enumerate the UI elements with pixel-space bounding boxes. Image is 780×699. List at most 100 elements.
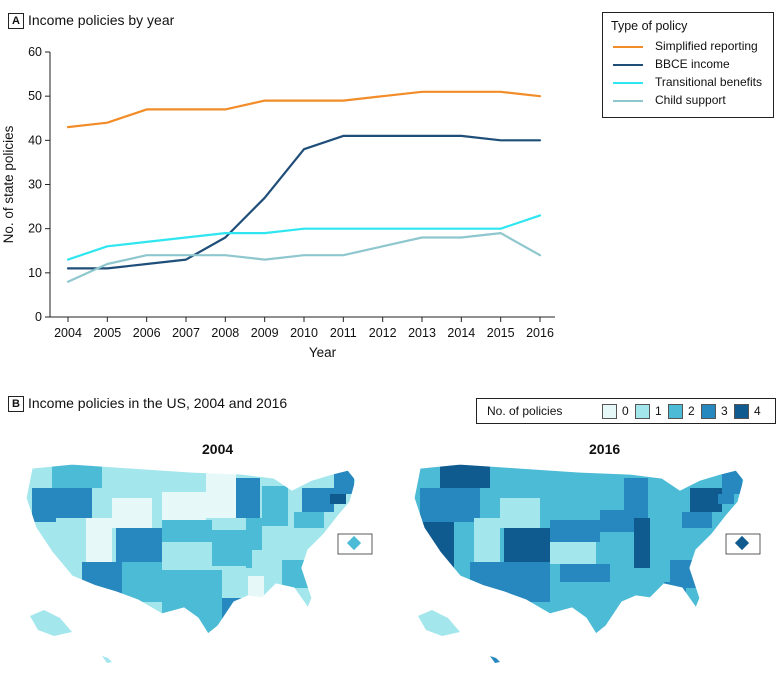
legend-swatch [613, 64, 643, 66]
y-tick-label: 20 [28, 222, 42, 236]
x-tick-label: 2008 [211, 326, 239, 340]
map-region-california [414, 522, 454, 602]
y-tick-label: 40 [28, 133, 42, 147]
legend-swatch [613, 82, 643, 84]
y-tick-label: 50 [28, 89, 42, 103]
y-tick-label: 30 [28, 178, 42, 192]
map-region-washington [440, 464, 490, 488]
map-region-arizona [82, 562, 122, 602]
legend-title: Type of policy [611, 19, 688, 33]
map-2004-regions [26, 464, 356, 634]
x-tick-label: 2016 [526, 326, 554, 340]
map-region-oklahoma [560, 564, 610, 582]
map-region-maine [334, 464, 354, 494]
x-tick-label: 2011 [330, 326, 357, 340]
map-region-missouri [212, 530, 246, 566]
map-region-illinois [634, 518, 650, 568]
map-2004 [25, 463, 373, 663]
legend-swatch [613, 46, 643, 48]
map-legend-value: 1 [655, 404, 662, 418]
map-region-pennsylvania [294, 512, 324, 528]
x-tick-label: 2007 [172, 326, 200, 340]
x-tick-label: 2004 [54, 326, 82, 340]
map-region-pennsylvania [682, 512, 712, 528]
map-2016-alaska [418, 610, 460, 636]
x-tick-label: 2006 [133, 326, 161, 340]
x-tick-label: 2013 [408, 326, 436, 340]
x-tick-label: 2015 [487, 326, 515, 340]
map-region-utah [86, 518, 112, 562]
y-tick-label: 60 [28, 45, 42, 59]
map-region-carolinas [282, 560, 322, 588]
panel-a-title: Income policies by year [28, 12, 175, 28]
panel-b-letter: B [8, 396, 24, 412]
map-legend-title: No. of policies [487, 404, 563, 418]
map-region-wyoming [500, 498, 540, 528]
map-legend-value: 3 [721, 404, 728, 418]
map-legend-swatch [635, 404, 650, 419]
legend-label: Child support [655, 93, 726, 107]
legend-swatch [613, 100, 643, 102]
map-region-wisconsin [236, 478, 260, 518]
map-2016-title: 2016 [589, 441, 621, 457]
map-region-minnesota [206, 468, 236, 518]
panel-a-letter: A [8, 13, 24, 29]
map-region-colorado [504, 528, 550, 562]
map-region-carolinas [670, 560, 710, 588]
map-region-new-mexico [510, 562, 550, 602]
map-2004-hawaii [102, 656, 112, 663]
map-legend-swatch [602, 404, 617, 419]
map-2016 [413, 463, 761, 663]
map-region-massachusetts [718, 494, 734, 504]
legend-label: BBCE income [655, 57, 730, 71]
map-2016-regions [414, 464, 744, 634]
map-legend-swatch [734, 404, 749, 419]
series-line-simplified-reporting [66, 90, 542, 129]
x-tick-label: 2014 [447, 326, 475, 340]
map-region-louisiana [222, 598, 248, 628]
map-region-nebraska [162, 520, 212, 542]
y-axis-label: No. of state policies [1, 125, 16, 243]
series-line-transitional-benefits [66, 214, 542, 261]
map-legend-value: 4 [754, 404, 761, 418]
map-2004-dc [346, 535, 362, 551]
map-region-south-dakota [162, 492, 206, 520]
map-region-nebraska [550, 520, 600, 542]
us-maps [25, 463, 761, 663]
x-tick-label: 2010 [290, 326, 318, 340]
map-region-kansas [550, 542, 596, 564]
map-region-utah [474, 518, 500, 562]
y-tick-label: 10 [28, 266, 42, 280]
line-chart: 0 10 20 30 40 50 60 2004 2005 2006 2007 2008 2009 201… [1, 45, 555, 360]
map-legend: No. of policies 0 1 2 3 4 [476, 398, 776, 424]
panel-b-title: Income policies in the US, 2004 and 2016 [28, 395, 288, 411]
chart-legend: Type of policy Simplified reporting BBCE… [602, 12, 774, 118]
map-legend-value: 0 [622, 404, 629, 418]
map-region-massachusetts [330, 494, 346, 504]
legend-label: Simplified reporting [655, 39, 758, 53]
y-tick-label: 0 [35, 310, 42, 324]
map-region-oregon [420, 488, 480, 522]
map-2016-hawaii [490, 656, 500, 663]
map-legend-swatch [701, 404, 716, 419]
map-region-wyoming [112, 498, 152, 528]
series-line-bbce-income [66, 134, 542, 270]
x-tick-label: 2009 [251, 326, 279, 340]
map-region-wisconsin [624, 478, 648, 518]
map-region-nevada [56, 518, 86, 568]
map-2004-title: 2004 [202, 441, 234, 457]
map-region-new-york [690, 488, 722, 512]
map-2016-dc [734, 535, 750, 551]
legend-label: Transitional benefits [655, 75, 762, 89]
map-legend-value: 2 [688, 404, 695, 418]
map-region-new-mexico [122, 562, 162, 602]
x-axis-label: Year [309, 345, 337, 360]
map-region-michigan [262, 486, 288, 526]
map-2004-alaska [30, 610, 72, 636]
map-region-arizona [470, 562, 510, 602]
map-region-new-york [302, 488, 334, 512]
series-line-child-support [66, 232, 542, 283]
x-tick-label: 2005 [93, 326, 121, 340]
map-region-colorado [116, 528, 162, 562]
map-region-oregon [32, 488, 92, 522]
